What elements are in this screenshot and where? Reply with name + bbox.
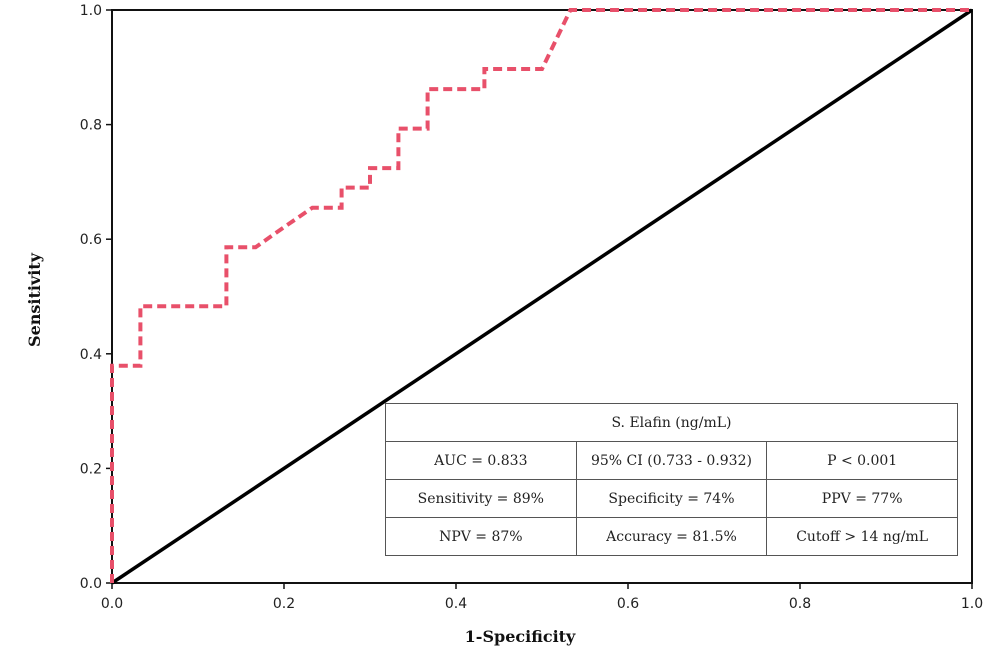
y-tick-label: 0.0 (80, 576, 102, 592)
x-tick-label: 1.0 (961, 596, 983, 612)
x-tick-label: 0.2 (273, 596, 295, 612)
stats-table-title: S. Elafin (ng/mL) (385, 403, 958, 442)
accuracy-cell: Accuracy = 81.5% (575, 517, 768, 556)
x-tick-label: 0.6 (617, 596, 639, 612)
ppv-cell: PPV = 77% (766, 479, 958, 518)
stats-row: AUC = 0.833 95% CI (0.733 - 0.932) P < 0… (385, 441, 958, 480)
auc-cell: AUC = 0.833 (385, 441, 577, 480)
y-tick-label: 1.0 (80, 3, 102, 19)
y-tick-label: 0.8 (80, 118, 102, 134)
npv-cell: NPV = 87% (385, 517, 577, 556)
stats-row: NPV = 87% Accuracy = 81.5% Cutoff > 14 n… (385, 517, 958, 556)
sensitivity-cell: Sensitivity = 89% (385, 479, 577, 518)
y-tick-label: 0.4 (80, 347, 102, 363)
reference-diagonal-line (111, 8, 973, 585)
x-tick-label: 0.4 (445, 596, 467, 612)
x-axis-title: 1-Specificity (465, 627, 576, 646)
stats-table: S. Elafin (ng/mL) AUC = 0.833 95% CI (0.… (385, 403, 958, 556)
y-tick-label: 0.2 (80, 461, 102, 477)
cutoff-cell: Cutoff > 14 ng/mL (766, 517, 958, 556)
p-value-cell: P < 0.001 (766, 441, 958, 480)
y-tick-label: 0.6 (80, 232, 102, 248)
stats-title-row: S. Elafin (ng/mL) (385, 403, 958, 442)
x-tick-label: 0.8 (789, 596, 811, 612)
plot-frame (111, 9, 973, 584)
stats-row: Sensitivity = 89% Specificity = 74% PPV … (385, 479, 958, 518)
ci-cell: 95% CI (0.733 - 0.932) (575, 441, 768, 480)
specificity-cell: Specificity = 74% (575, 479, 768, 518)
y-axis-title: Sensitivity (25, 252, 44, 347)
x-tick-label: 0.0 (101, 596, 123, 612)
